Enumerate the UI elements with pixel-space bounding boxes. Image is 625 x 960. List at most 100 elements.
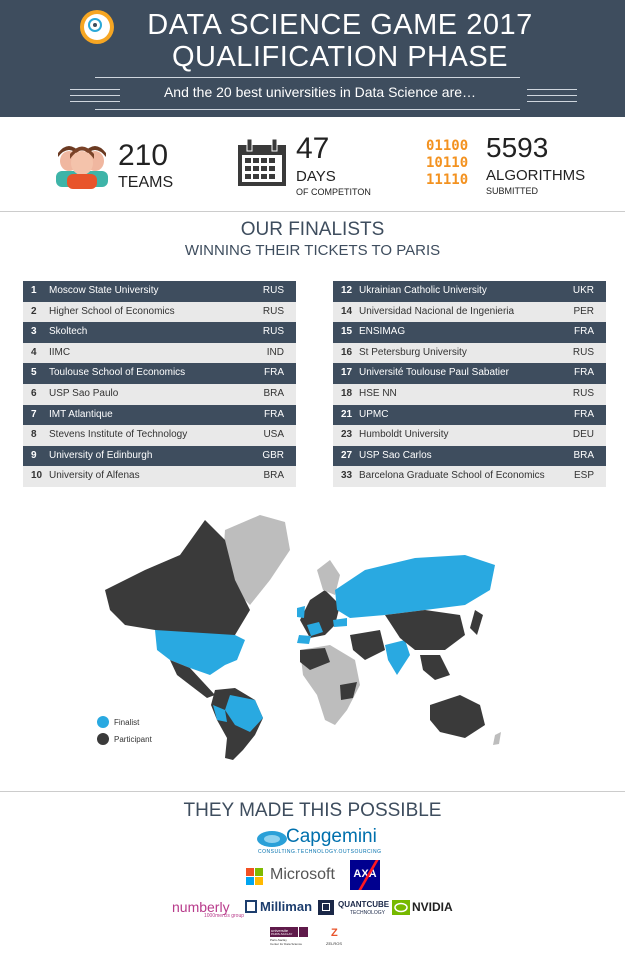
- country-cell: ESP: [573, 470, 594, 482]
- days-label: DAYS: [296, 168, 336, 185]
- table-row: 7 IMT Atlantique FRA: [23, 404, 296, 426]
- university-cell: Humboldt University: [359, 429, 449, 441]
- table-row: 33 Barcelona Graduate School of Economics…: [333, 466, 606, 487]
- table-row: 8 Stevens Institute of Technology USA: [23, 425, 296, 446]
- world-map: [105, 515, 501, 760]
- university-cell: St Petersburg University: [359, 346, 467, 358]
- map-peru: [213, 705, 227, 722]
- rank-cell: 14: [341, 305, 353, 317]
- map-india: [385, 640, 410, 675]
- table-row: 1 Moscow State University RUS: [23, 281, 296, 302]
- university-cell: Skoltech: [49, 326, 88, 338]
- page-title: DATA SCIENCE GAME 2017 QUALIFICATION PHA…: [147, 9, 533, 73]
- days-count: 47: [296, 132, 330, 165]
- country-cell: IND: [266, 346, 284, 358]
- binary-icon: 01100 10110 11110: [426, 138, 469, 188]
- rank-cell: 4: [31, 346, 37, 358]
- rank-cell: 15: [341, 326, 353, 338]
- finalists-subtitle: WINNING THEIR TICKETS TO PARIS: [184, 242, 441, 259]
- rank-cell: 21: [341, 408, 353, 420]
- university-cell: IIMC: [49, 346, 71, 358]
- country-cell: FRA: [574, 408, 594, 420]
- teams-label: TEAMS: [118, 174, 174, 191]
- table-row: 23 Humboldt University DEU: [333, 425, 606, 446]
- map-spain: [297, 635, 311, 644]
- map-canada: [105, 520, 250, 640]
- university-cell: Toulouse School of Economics: [49, 367, 186, 379]
- page-subtitle: And the 20 best universities in Data Sci…: [163, 84, 477, 100]
- table-row: 10 University of Alfenas BRA: [23, 466, 296, 487]
- country-cell: GBR: [262, 449, 284, 461]
- rank-cell: 18: [341, 387, 353, 399]
- country-cell: FRA: [574, 367, 594, 379]
- rank-cell: 17: [341, 367, 353, 379]
- rank-cell: 16: [341, 346, 353, 358]
- country-cell: USA: [263, 429, 284, 441]
- university-cell: UPMC: [359, 408, 389, 420]
- country-cell: FRA: [264, 367, 284, 379]
- map-china: [385, 610, 465, 650]
- rank-cell: 27: [341, 449, 353, 461]
- university-cell: ENSIMAG: [359, 326, 406, 338]
- sponsors-title: THEY MADE THIS POSSIBLE: [183, 800, 442, 821]
- teams-count: 210: [118, 139, 169, 172]
- map-brazil: [225, 695, 263, 732]
- rank-cell: 9: [31, 449, 37, 461]
- university-cell: Moscow State University: [49, 285, 159, 296]
- section-divider: [0, 211, 625, 212]
- table-row: 14 Universidad Nacional de Ingenieria PER: [333, 301, 606, 323]
- finalists-table-left: 1 Moscow State University RUS 2 Higher Schoo…: [23, 281, 296, 487]
- country-cell: UKR: [572, 285, 594, 296]
- table-row: 27 USP Sao Carlos BRA: [333, 445, 606, 467]
- team-icon: [56, 146, 108, 189]
- university-cell: Higher School of Economics: [49, 305, 175, 317]
- legend-finalist-dot: [97, 716, 109, 728]
- map-usa: [155, 630, 245, 675]
- map-africa-participants: [300, 648, 330, 670]
- table-row: 17 Université Toulouse Paul Sabatier FRA: [333, 363, 606, 384]
- table-row: 3 Skoltech RUS: [23, 322, 296, 343]
- header-banner: DATA SCIENCE GAME 2017 QUALIFICATION PHA…: [0, 0, 625, 117]
- country-cell: FRA: [574, 326, 594, 338]
- legend-participant-label: Participant: [114, 735, 152, 744]
- map-se-asia: [420, 655, 450, 680]
- rank-cell: 10: [31, 470, 43, 482]
- table-row: 4 IIMC IND: [23, 342, 296, 364]
- zelros-logo: Z ZELROS: [326, 927, 343, 946]
- map-uk: [297, 606, 305, 618]
- university-cell: Ukrainian Catholic University: [359, 285, 487, 296]
- axa-logo: AXA: [350, 860, 380, 890]
- algorithms-count: 5593: [486, 132, 549, 163]
- section-divider: [0, 791, 625, 792]
- map-greenland: [223, 515, 290, 605]
- rank-cell: 2: [31, 305, 37, 317]
- university-cell: Barcelona Graduate School of Economics: [359, 470, 545, 482]
- table-row: 15 ENSIMAG FRA: [333, 322, 606, 343]
- map-japan: [470, 610, 483, 635]
- table-row: 21 UPMC FRA: [333, 404, 606, 426]
- calendar-icon: [238, 139, 286, 186]
- finalists-table-right: 12 Ukrainian Catholic University UKR 14 Univ…: [333, 281, 606, 487]
- country-cell: RUS: [572, 387, 594, 399]
- country-cell: DEU: [572, 429, 594, 441]
- dsg-logo: [80, 10, 114, 44]
- country-cell: RUS: [262, 285, 284, 296]
- map-france: [307, 622, 323, 636]
- rank-cell: 12: [341, 285, 353, 296]
- days-sublabel: OF COMPETITON: [296, 187, 371, 197]
- university-cell: IMT Atlantique: [49, 408, 113, 420]
- map-middle-east: [350, 630, 385, 660]
- country-cell: BRA: [573, 449, 594, 461]
- university-cell: University of Edinburgh: [49, 449, 153, 461]
- table-row: 9 University of Edinburgh GBR: [23, 445, 296, 467]
- university-cell: Stevens Institute of Technology: [49, 429, 188, 441]
- rank-cell: 1: [31, 285, 37, 296]
- table-row: 2 Higher School of Economics RUS: [23, 301, 296, 323]
- country-cell: RUS: [572, 346, 594, 358]
- rank-cell: 33: [341, 470, 353, 482]
- map-russia: [335, 555, 495, 618]
- table-row: 18 HSE NN RUS: [333, 383, 606, 405]
- rank-cell: 7: [31, 408, 37, 420]
- university-cell: HSE NN: [359, 387, 397, 399]
- university-cell: Université Toulouse Paul Sabatier: [359, 367, 509, 379]
